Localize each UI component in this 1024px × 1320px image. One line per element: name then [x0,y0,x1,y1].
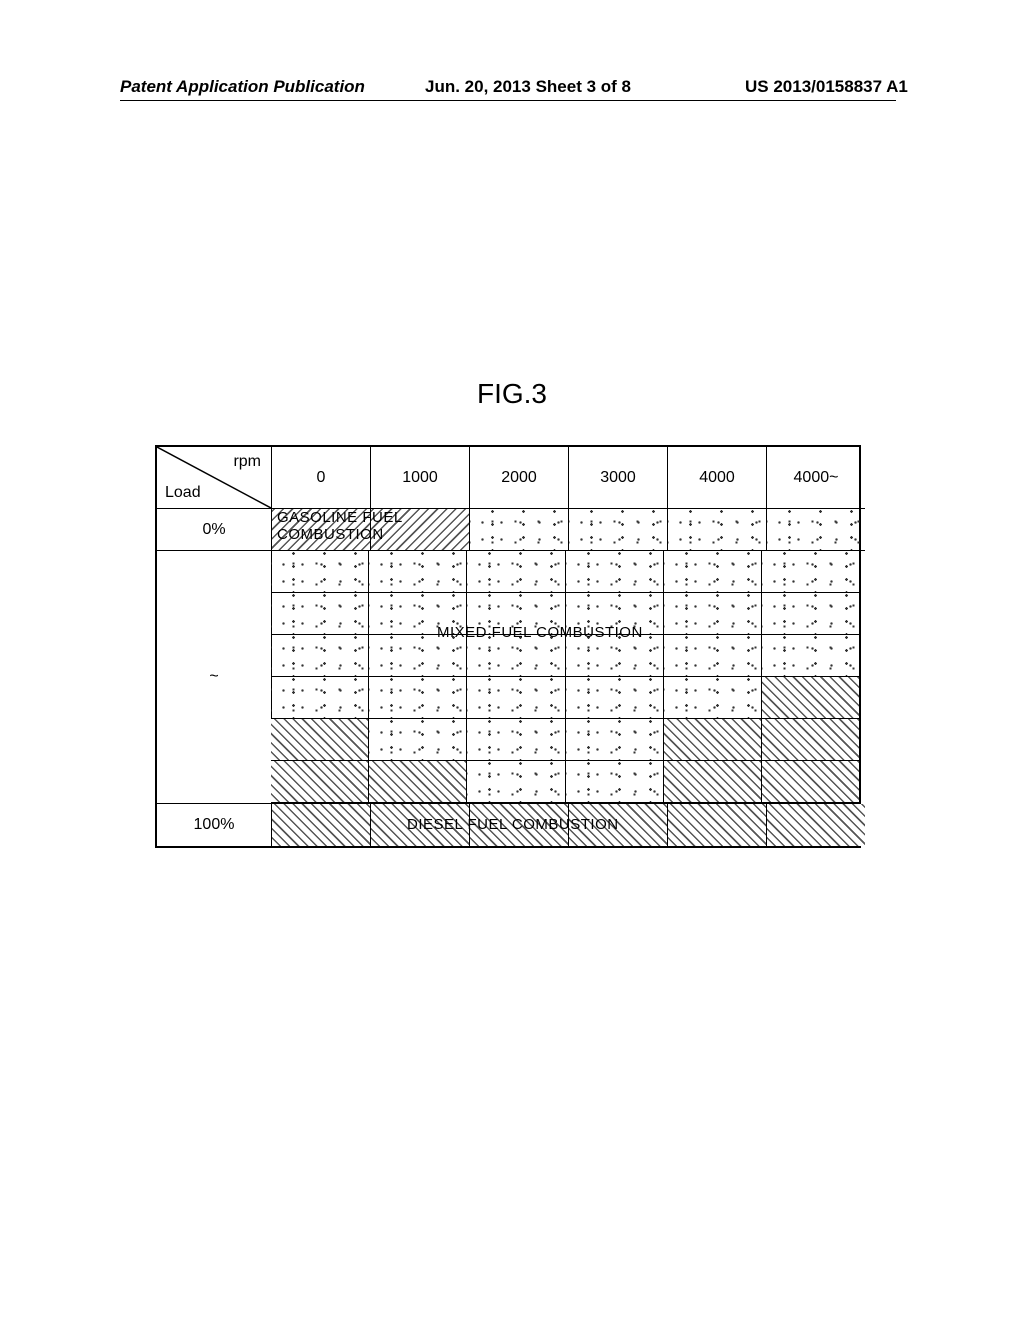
table-row [271,677,859,719]
cell-mixed [566,551,664,593]
col-header: 3000 [569,447,668,509]
cell-diesel [762,677,859,719]
cell-diesel [369,761,467,803]
cell-diesel [762,719,859,761]
table-row [271,761,859,803]
table-row [271,719,859,761]
rpm-axis-label: rpm [233,453,261,471]
col-header: 0 [272,447,371,509]
cell-diesel [664,761,762,803]
mixed-region-label: MIXED FUEL COMBUSTION [437,624,643,641]
data-grid [271,551,859,803]
cell-mixed [467,551,565,593]
diesel-region-label: DIESEL FUEL COMBUSTION [407,816,619,833]
cell-mixed [470,509,569,551]
axis-corner-cell: rpm Load [157,447,272,509]
cell-mixed [467,761,565,803]
cell-mixed [467,719,565,761]
load-axis-label: Load [165,484,201,502]
cell-mixed [762,593,859,635]
cell-mixed [369,551,467,593]
cell-mixed [566,761,664,803]
table-middle-block: ~ [157,551,859,803]
cell-diesel [664,719,762,761]
cell-mixed [566,677,664,719]
cell-mixed [271,551,369,593]
header-rule [120,100,896,101]
cell-mixed [369,677,467,719]
table-row [271,635,859,677]
cell-diesel [668,804,767,846]
table-row: 0% [157,509,859,551]
table-body: GASOLINE FUEL COMBUSTION MIXED FUEL COMB… [157,509,859,846]
table-row [271,551,859,593]
row-header: 100% [157,804,272,846]
cell-diesel [271,761,369,803]
figure-label: FIG.3 [0,378,1024,410]
gasoline-region-label: GASOLINE FUEL COMBUSTION [277,509,403,543]
cell-mixed [271,677,369,719]
cell-mixed [767,509,865,551]
row-header: 0% [157,509,272,551]
row-header-range: ~ [157,551,272,803]
cell-mixed [664,593,762,635]
header-center: Jun. 20, 2013 Sheet 3 of 8 [425,77,631,97]
col-header: 2000 [470,447,569,509]
cell-diesel [271,719,369,761]
cell-diesel [272,804,371,846]
cell-mixed [762,551,859,593]
col-header: 4000 [668,447,767,509]
cell-mixed [566,719,664,761]
cell-mixed [369,719,467,761]
cell-diesel [762,761,859,803]
col-header: 4000~ [767,447,865,509]
cell-mixed [664,635,762,677]
cell-mixed [467,635,565,677]
cell-mixed [664,551,762,593]
cell-mixed [467,677,565,719]
combustion-map-table: rpm Load 0 1000 2000 3000 4000 4000~ GAS… [155,445,861,848]
header-left: Patent Application Publication [120,77,365,97]
cell-mixed [762,635,859,677]
cell-mixed [369,635,467,677]
cell-mixed [664,677,762,719]
cell-mixed [271,635,369,677]
header-right: US 2013/0158837 A1 [745,77,908,97]
cell-mixed [668,509,767,551]
cell-mixed [271,593,369,635]
table-header-row: rpm Load 0 1000 2000 3000 4000 4000~ [157,447,859,509]
cell-diesel [767,804,865,846]
cell-mixed [566,635,664,677]
page-header: Patent Application Publication Jun. 20, … [0,77,1024,107]
cell-mixed [569,509,668,551]
col-header: 1000 [371,447,470,509]
